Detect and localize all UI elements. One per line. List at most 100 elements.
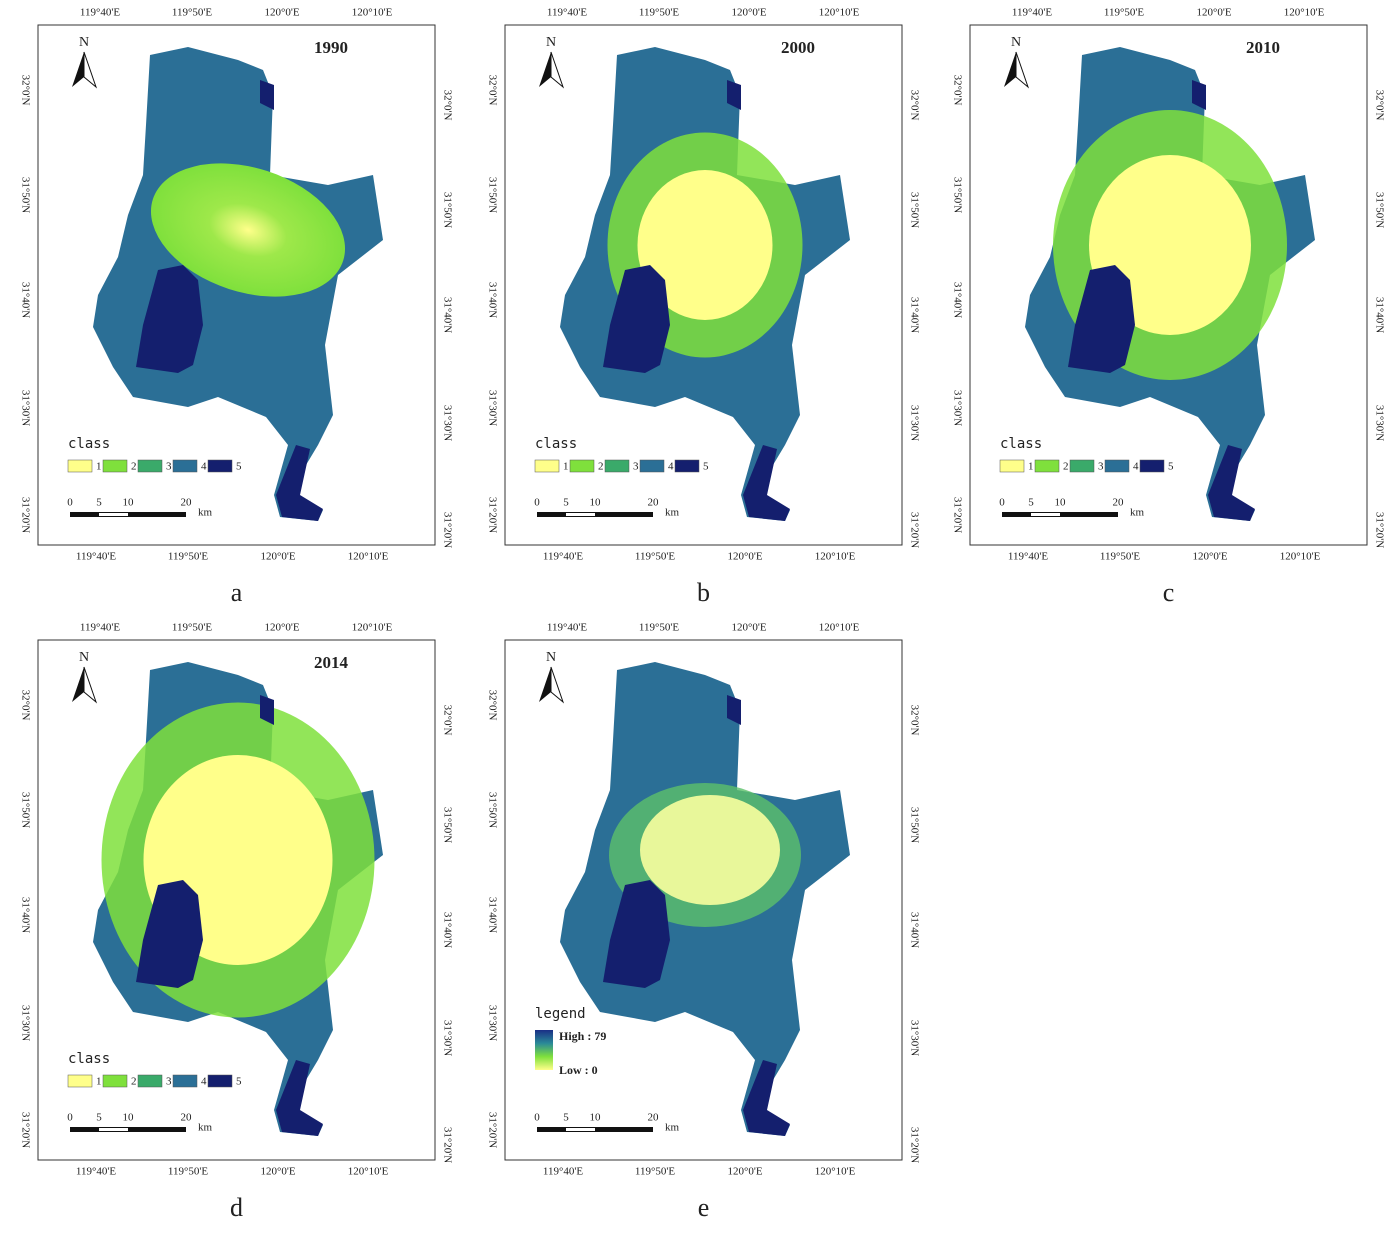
lat-label-left: 32°0'N (951, 75, 963, 106)
scale-tick: 0 (67, 497, 73, 509)
lon-label-bottom: 120°0'E (727, 551, 762, 563)
legend-swatch (138, 1075, 162, 1087)
legend-label: 3 (166, 1076, 172, 1088)
lat-label-right: 31°30'N (441, 405, 453, 441)
map-year: 2010 (1246, 38, 1280, 57)
legend-label: 3 (166, 461, 172, 473)
lat-label-right: 31°20'N (908, 1127, 920, 1163)
lat-label-left: 31°50'N (951, 177, 963, 213)
legend-label: 1 (96, 1076, 102, 1088)
legend-label: 4 (201, 461, 207, 473)
north-label: N (546, 650, 556, 665)
legend-swatch (103, 460, 127, 472)
legend-label: 5 (703, 461, 709, 473)
lat-label-right: 31°20'N (441, 1127, 453, 1163)
lat-label-right: 31°50'N (441, 807, 453, 843)
map-year: 2000 (781, 38, 815, 57)
lat-label-right: 32°0'N (908, 90, 920, 121)
lon-label-bottom: 119°40'E (76, 551, 116, 563)
scale-tick: 5 (563, 497, 569, 509)
scale-bar-segment (1031, 513, 1060, 516)
panel-letter: d (230, 1193, 243, 1222)
north-label: N (79, 35, 89, 50)
north-label: N (546, 35, 556, 50)
scale-tick: 10 (123, 1112, 135, 1124)
scale-tick: 10 (123, 497, 135, 509)
legend-swatch (208, 1075, 232, 1087)
legend-swatch (1140, 460, 1164, 472)
lat-label-left: 31°30'N (486, 1005, 498, 1041)
legend-title: legend (535, 1006, 586, 1022)
legend-label: 4 (201, 1076, 207, 1088)
lon-label-top: 119°40'E (80, 7, 120, 19)
lon-label-top: 120°0'E (264, 7, 299, 19)
scale-unit: km (198, 1122, 213, 1134)
lat-label-left: 31°40'N (951, 282, 963, 318)
lat-label-left: 31°50'N (19, 792, 31, 828)
legend-low: Low : 0 (559, 1063, 598, 1077)
lat-label-left: 31°20'N (486, 1112, 498, 1148)
legend-swatch (173, 460, 197, 472)
lat-label-left: 31°50'N (19, 177, 31, 213)
legend-swatch (138, 460, 162, 472)
map-year: 2014 (314, 653, 349, 672)
legend-title: class (535, 436, 577, 452)
lat-label-left: 31°20'N (951, 497, 963, 533)
lat-label-right: 31°20'N (441, 512, 453, 548)
lon-label-bottom: 120°10'E (1280, 551, 1321, 563)
scale-bar-segment (566, 513, 595, 516)
scale-bar-segment (99, 1128, 128, 1131)
lon-label-bottom: 119°50'E (168, 551, 208, 563)
lon-label-top: 120°10'E (352, 7, 393, 19)
lat-label-right: 31°50'N (908, 192, 920, 228)
map-panel: 119°40'E119°40'E119°50'E119°50'E120°0'E1… (486, 622, 920, 1222)
lat-label-right: 31°40'N (441, 297, 453, 333)
scale-tick: 20 (1113, 497, 1125, 509)
scale-tick: 0 (67, 1112, 73, 1124)
lat-label-left: 31°40'N (486, 282, 498, 318)
lat-label-right: 31°50'N (441, 192, 453, 228)
scale-tick: 0 (534, 1112, 540, 1124)
legend-swatch (535, 460, 559, 472)
lon-label-bottom: 120°0'E (260, 1166, 295, 1178)
lon-label-bottom: 120°10'E (815, 551, 856, 563)
lon-label-bottom: 120°10'E (348, 1166, 389, 1178)
scale-bar-segment (99, 513, 128, 516)
lon-label-top: 120°0'E (1196, 7, 1231, 19)
legend-swatch (570, 460, 594, 472)
lon-label-top: 119°50'E (639, 7, 679, 19)
legend-label: 1 (96, 461, 102, 473)
scale-tick: 5 (1028, 497, 1034, 509)
lat-label-left: 31°30'N (486, 390, 498, 426)
map-year: 1990 (314, 38, 348, 57)
lat-label-right: 32°0'N (441, 705, 453, 736)
scale-unit: km (198, 507, 213, 519)
figure: 119°40'E 119°40'E 119°50'E 119°50'E 120°0'E 1… (0, 0, 1394, 1237)
legend-label: 3 (633, 461, 639, 473)
lat-label-right: 31°50'N (908, 807, 920, 843)
lon-label-bottom: 120°0'E (1192, 551, 1227, 563)
legend-swatch (68, 1075, 92, 1087)
scale-tick: 5 (563, 1112, 569, 1124)
lat-label-right: 31°40'N (441, 912, 453, 948)
lon-label-top: 119°50'E (172, 622, 212, 634)
lon-label-bottom: 120°10'E (348, 551, 389, 563)
legend-swatch (1105, 460, 1129, 472)
lon-label-top: 120°10'E (352, 622, 393, 634)
lat-label-right: 31°30'N (908, 1020, 920, 1056)
panel-letter: e (698, 1193, 710, 1222)
lon-label-top: 120°0'E (264, 622, 299, 634)
lat-label-right: 32°0'N (908, 705, 920, 736)
legend-label: 5 (236, 461, 242, 473)
lat-label-left: 31°20'N (19, 497, 31, 533)
lat-label-left: 31°40'N (19, 897, 31, 933)
legend-title: class (68, 436, 110, 452)
panel-letter: c (1163, 578, 1175, 607)
legend-label: 2 (598, 461, 604, 473)
map-panel: 119°40'E119°40'E119°50'E119°50'E120°0'E1… (951, 7, 1385, 607)
lon-label-bottom: 119°50'E (1100, 551, 1140, 563)
lon-label-top: 120°10'E (1284, 7, 1325, 19)
legend-title: class (68, 1051, 110, 1067)
scale-unit: km (1130, 507, 1145, 519)
legend-label: 2 (131, 1076, 137, 1088)
